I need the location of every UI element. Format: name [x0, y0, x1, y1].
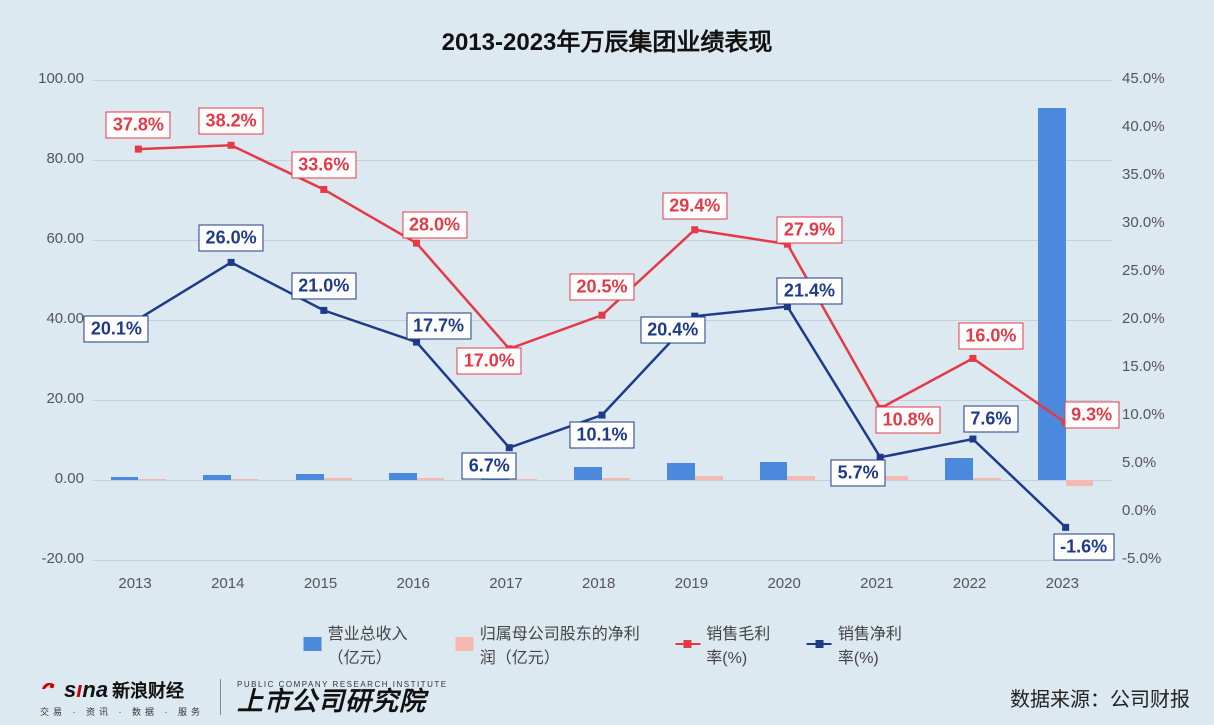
x-tick-label: 2013 — [118, 575, 151, 592]
sina-logo: sına 新浪财经 交易 · 资讯 · 数据 · 服务 — [40, 677, 204, 718]
footer-divider — [220, 679, 221, 715]
chart-title: 2013-2023年万辰集团业绩表现 — [0, 22, 1214, 57]
x-tick-label: 2022 — [953, 575, 986, 592]
data-label: 26.0% — [199, 225, 264, 252]
data-label: 10.8% — [876, 407, 941, 434]
data-label: 21.0% — [291, 273, 356, 300]
y-right-tick-label: 45.0% — [1122, 70, 1165, 87]
y-right-tick-label: 15.0% — [1122, 358, 1165, 375]
chart-container: 2013-2023年万辰集团业绩表现 37.8% 38.2% 33.6% 28.0% 1… — [0, 0, 1214, 725]
y-right-tick-label: -5.0% — [1122, 550, 1161, 567]
data-label: 17.0% — [457, 347, 522, 374]
data-label: 20.5% — [569, 274, 634, 301]
gridline — [92, 560, 1112, 561]
legend-label: 营业总收入（亿元） — [328, 620, 428, 668]
sina-sub-label: 交易 · 资讯 · 数据 · 服务 — [40, 705, 204, 718]
data-label: -1.6% — [1053, 534, 1114, 561]
data-label: 29.4% — [662, 192, 727, 219]
data-label: 28.0% — [402, 212, 467, 239]
data-label: 20.1% — [84, 316, 149, 343]
data-label: 9.3% — [1064, 401, 1119, 428]
data-label: 16.0% — [958, 323, 1023, 350]
y-right-tick-label: 10.0% — [1122, 406, 1165, 423]
y-right-tick-label: 25.0% — [1122, 262, 1165, 279]
data-source-label: 数据来源：公司财报 — [1010, 683, 1190, 712]
y-left-tick-label: 80.00 — [46, 150, 84, 167]
y-left-tick-label: 60.00 — [46, 230, 84, 247]
data-label: 17.7% — [406, 313, 471, 340]
legend-item: 归属母公司股东的净利润（亿元） — [456, 620, 648, 668]
legend-item: 销售净利率(%) — [807, 620, 911, 668]
legend-swatch — [304, 637, 322, 651]
data-label: 7.6% — [963, 406, 1018, 433]
sina-cn-label: 新浪财经 — [112, 677, 184, 703]
institute-cn-label: 上市公司研究院 — [237, 689, 448, 715]
y-left-tick-label: 20.00 — [46, 390, 84, 407]
legend-item: 销售毛利率(%) — [675, 620, 779, 668]
x-tick-label: 2020 — [767, 575, 800, 592]
legend: 营业总收入（亿元） 归属母公司股东的净利润（亿元） 销售毛利率(%) 销售净利率(%) — [304, 620, 911, 668]
data-label: 21.4% — [777, 277, 842, 304]
sina-eye-icon — [40, 677, 60, 697]
x-tick-label: 2016 — [397, 575, 430, 592]
institute-logo: PUBLIC COMPANY RESEARCH INSTITUTE 上市公司研究… — [237, 680, 448, 715]
x-tick-label: 2019 — [675, 575, 708, 592]
y-left-tick-label: -20.00 — [41, 550, 84, 567]
x-tick-label: 2015 — [304, 575, 337, 592]
data-label: 5.7% — [831, 460, 886, 487]
legend-label: 归属母公司股东的净利润（亿元） — [480, 620, 648, 668]
legend-item: 营业总收入（亿元） — [304, 620, 428, 668]
y-left-tick-label: 100.00 — [38, 70, 84, 87]
x-tick-label: 2017 — [489, 575, 522, 592]
legend-label: 销售毛利率(%) — [706, 620, 779, 668]
y-right-tick-label: 0.0% — [1122, 502, 1156, 519]
footer-bar: sına 新浪财经 交易 · 资讯 · 数据 · 服务 PUBLIC COMPA… — [0, 669, 1214, 725]
data-label: 27.9% — [777, 217, 842, 244]
y-right-tick-label: 20.0% — [1122, 310, 1165, 327]
legend-swatch — [675, 643, 700, 646]
y-left-tick-label: 0.00 — [55, 470, 84, 487]
y-right-tick-label: 30.0% — [1122, 214, 1165, 231]
legend-swatch — [807, 643, 832, 646]
lines-layer — [92, 80, 1112, 560]
data-label: 33.6% — [291, 152, 356, 179]
x-tick-label: 2021 — [860, 575, 893, 592]
x-tick-label: 2014 — [211, 575, 244, 592]
legend-swatch — [456, 637, 474, 651]
y-right-tick-label: 35.0% — [1122, 166, 1165, 183]
y-left-tick-label: 40.00 — [46, 310, 84, 327]
footer-logos: sına 新浪财经 交易 · 资讯 · 数据 · 服务 PUBLIC COMPA… — [40, 677, 448, 718]
y-right-tick-label: 40.0% — [1122, 118, 1165, 135]
data-label: 6.7% — [462, 452, 517, 479]
data-label: 10.1% — [569, 422, 634, 449]
plot-area: 37.8% 38.2% 33.6% 28.0% 17.0% 20.5% 29.4% 27.9%… — [92, 80, 1112, 560]
y-right-tick-label: 5.0% — [1122, 454, 1156, 471]
legend-label: 销售净利率(%) — [838, 620, 911, 668]
data-label: 37.8% — [106, 112, 171, 139]
x-tick-label: 2018 — [582, 575, 615, 592]
data-label: 38.2% — [199, 108, 264, 135]
x-tick-label: 2023 — [1046, 575, 1079, 592]
data-label: 20.4% — [640, 317, 705, 344]
